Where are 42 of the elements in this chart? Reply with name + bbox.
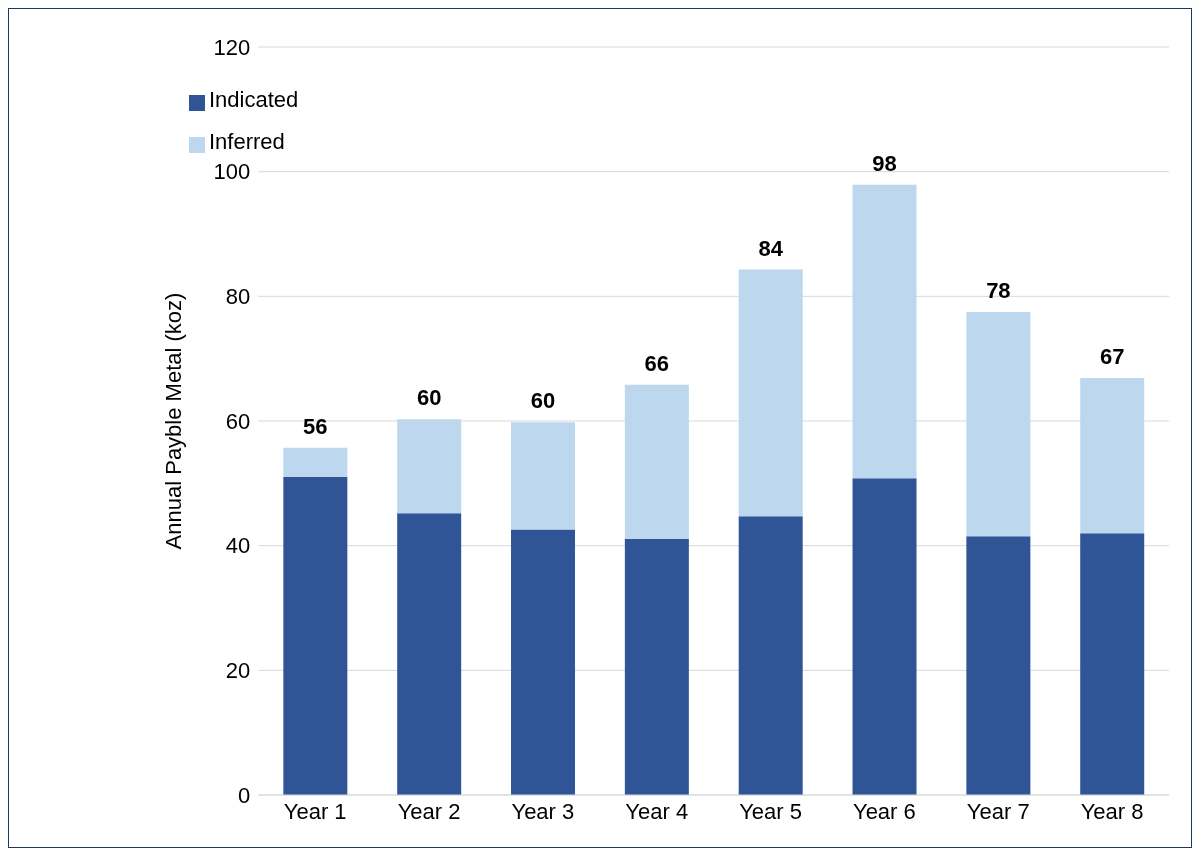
total-label: 60 [530, 388, 556, 414]
x-tick-label: Year 3 [511, 798, 575, 824]
total-label: 98 [872, 150, 897, 176]
x-tick-label: Year 4 [625, 798, 689, 824]
bar [283, 447, 348, 478]
total-label: 56 [303, 413, 328, 439]
bar [511, 422, 576, 530]
bar [738, 269, 803, 517]
bar [966, 311, 1031, 537]
bar [283, 477, 348, 795]
bar [624, 538, 689, 795]
y-tick-label: 0 [238, 782, 251, 808]
x-tick-label: Year 1 [283, 798, 347, 824]
bar [1080, 377, 1145, 534]
bar [624, 384, 689, 539]
bar [966, 536, 1031, 795]
y-axis-title: Annual Payble Metal (koz) [161, 292, 187, 550]
total-label: 66 [644, 350, 670, 376]
y-tick-label: 40 [225, 533, 251, 559]
bar [852, 184, 917, 479]
y-tick-label: 100 [213, 159, 251, 185]
y-tick-label: 80 [225, 284, 251, 310]
y-tick-label: 20 [225, 658, 251, 684]
total-label: 84 [758, 235, 784, 261]
x-tick-label: Year 8 [1080, 798, 1144, 824]
total-label: 60 [416, 385, 442, 411]
x-tick-label: Year 7 [966, 798, 1030, 824]
bar [397, 419, 462, 514]
total-label: 78 [986, 277, 1011, 303]
bar [511, 529, 576, 795]
x-tick-label: Year 2 [397, 798, 461, 824]
total-label: 67 [1099, 343, 1125, 369]
bar [1080, 533, 1145, 795]
bar [852, 478, 917, 795]
y-tick-label: 120 [213, 34, 251, 60]
x-tick-label: Year 6 [853, 798, 916, 824]
y-tick-label: 60 [225, 408, 251, 434]
legend-label: Inferred [209, 129, 285, 154]
legend-label: Indicated [209, 87, 299, 112]
bar [738, 516, 803, 795]
x-tick-label: Year 5 [739, 798, 802, 824]
bar [397, 513, 462, 795]
